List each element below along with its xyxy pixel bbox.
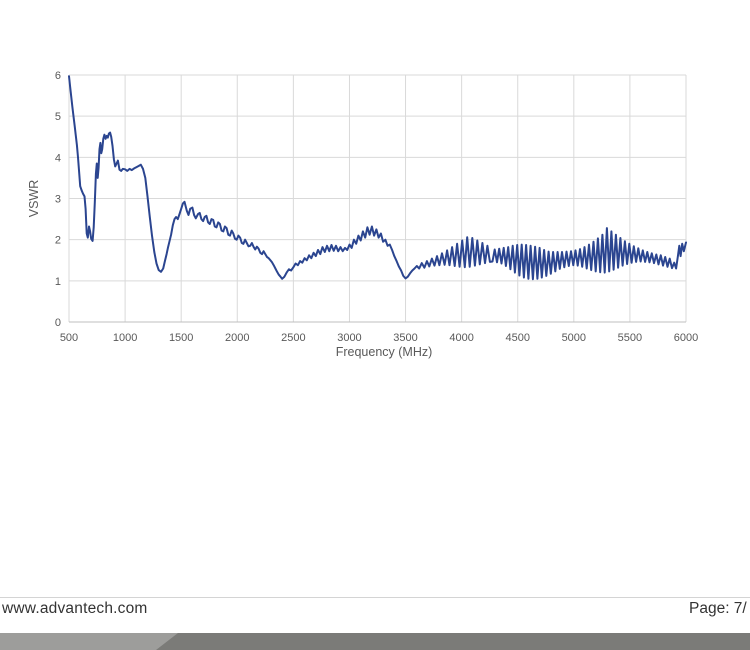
footer-divider bbox=[0, 597, 750, 598]
x-tick-label: 2000 bbox=[225, 332, 249, 344]
x-tick-label: 4500 bbox=[505, 332, 529, 344]
y-tick-label: 3 bbox=[55, 194, 61, 206]
footer-bar-accent bbox=[156, 633, 750, 650]
chart-canvas: 500 1000 1500 2000 2500 3000 3500 4000 4500 5000 5… bbox=[27, 70, 698, 359]
vswr-chart: 500 1000 1500 2000 2500 3000 3500 4000 4500 5000 5… bbox=[27, 70, 698, 359]
x-tick-label: 4000 bbox=[449, 332, 473, 344]
x-tick-label: 2500 bbox=[281, 332, 305, 344]
x-axis-title: Frequency (MHz) bbox=[336, 345, 433, 359]
y-tick-label: 0 bbox=[55, 317, 61, 329]
y-tick-label: 1 bbox=[55, 276, 61, 288]
x-tick-label: 3000 bbox=[337, 332, 361, 344]
vswr-series-line bbox=[68, 75, 687, 281]
x-tick-label: 6000 bbox=[674, 332, 698, 344]
y-tick-label: 4 bbox=[55, 152, 61, 164]
x-tick-label: 5000 bbox=[562, 332, 586, 344]
x-tick-label: 1500 bbox=[169, 332, 193, 344]
x-tick-label: 5500 bbox=[618, 332, 642, 344]
footer-bar bbox=[0, 633, 750, 650]
website-url: www.advantech.com bbox=[2, 600, 148, 617]
y-axis-title: VSWR bbox=[27, 180, 41, 218]
page-number: Page: 7/ bbox=[689, 600, 747, 617]
x-tick-label: 1000 bbox=[113, 332, 137, 344]
x-tick-label: 500 bbox=[60, 332, 78, 344]
y-tick-label: 5 bbox=[55, 111, 61, 123]
x-tick-label: 3500 bbox=[393, 332, 417, 344]
y-tick-label: 6 bbox=[55, 70, 61, 82]
y-tick-label: 2 bbox=[55, 235, 61, 247]
